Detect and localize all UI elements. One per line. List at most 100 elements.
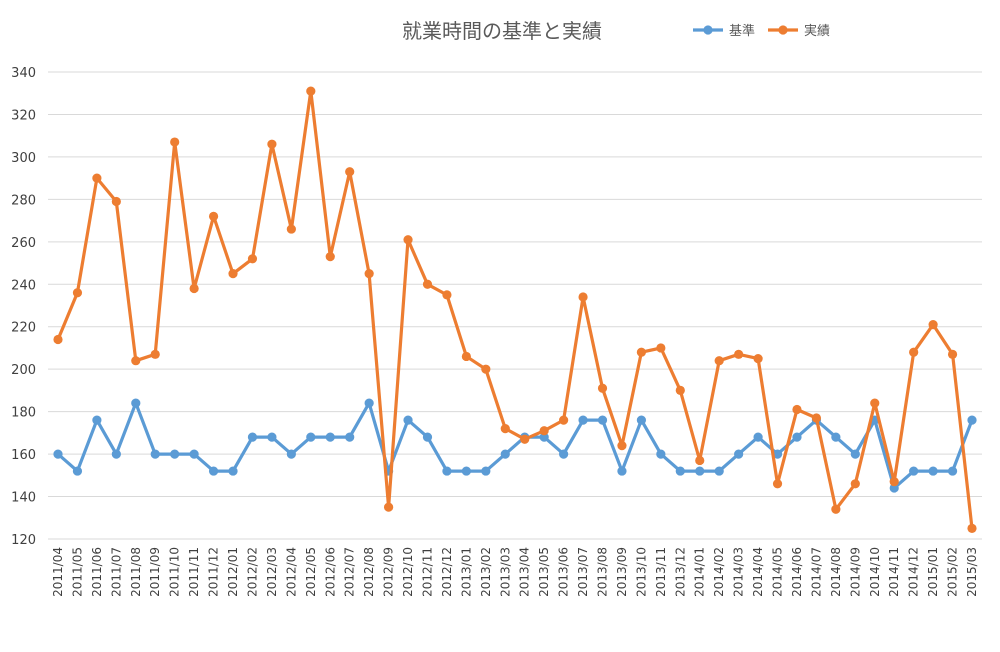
data-point xyxy=(617,441,627,451)
data-point xyxy=(461,351,471,362)
data-point xyxy=(792,404,802,415)
data-point xyxy=(228,269,238,279)
x-axis: 2011/04 2011/05 2011/06 2011/07 2011/08 2011/… xyxy=(51,547,979,597)
gridlines xyxy=(48,71,982,540)
x-tick-label: 2011/07 xyxy=(109,547,123,597)
data-point xyxy=(772,479,783,489)
data-point xyxy=(753,432,763,442)
data-point xyxy=(520,434,530,444)
x-tick-label: 2012/08 xyxy=(362,547,376,597)
data-point xyxy=(734,349,744,359)
data-point xyxy=(247,254,258,264)
x-tick-label: 2015/03 xyxy=(965,547,979,597)
x-tick-label: 2012/04 xyxy=(284,547,298,597)
x-tick-label: 2014/03 xyxy=(732,547,746,597)
x-tick-label: 2014/12 xyxy=(907,547,921,597)
y-axis: 120 140 160 180 200 220 240 260 280 300 320 340 xyxy=(11,66,36,548)
data-point xyxy=(870,398,880,408)
legend-item: 実績 xyxy=(768,23,830,39)
data-point xyxy=(72,466,83,476)
x-tick-label: 2011/12 xyxy=(207,547,221,597)
data-point xyxy=(597,383,608,393)
legend-marker xyxy=(778,25,788,35)
x-tick-label: 2014/01 xyxy=(693,547,707,597)
data-point xyxy=(500,424,510,434)
x-tick-label: 2011/05 xyxy=(70,547,84,597)
data-point xyxy=(422,432,433,442)
data-point xyxy=(636,347,647,357)
data-point xyxy=(306,86,316,96)
data-point xyxy=(947,349,958,359)
data-point xyxy=(53,449,63,459)
x-tick-label: 2013/03 xyxy=(498,547,512,597)
data-point xyxy=(559,415,569,425)
data-point xyxy=(170,137,180,147)
data-point xyxy=(559,449,569,459)
x-tick-label: 2013/11 xyxy=(654,547,668,597)
data-point xyxy=(578,415,588,425)
data-point xyxy=(364,269,374,279)
data-point xyxy=(170,449,180,459)
data-point xyxy=(831,504,841,514)
data-point xyxy=(967,523,977,533)
data-point xyxy=(617,466,627,476)
y-tick-label: 140 xyxy=(11,491,36,506)
data-point xyxy=(909,466,919,476)
data-point xyxy=(189,449,199,459)
data-point xyxy=(909,347,919,357)
y-tick-label: 120 xyxy=(11,533,36,548)
data-point xyxy=(772,449,783,459)
x-tick-label: 2012/11 xyxy=(420,547,434,597)
data-point xyxy=(345,167,355,177)
x-tick-label: 2011/10 xyxy=(168,547,182,597)
data-point xyxy=(403,415,413,425)
data-point xyxy=(208,211,219,221)
data-point xyxy=(422,279,433,289)
y-tick-label: 180 xyxy=(11,406,36,421)
legend-label: 実績 xyxy=(804,23,830,39)
data-point xyxy=(131,398,141,408)
data-point xyxy=(403,235,413,245)
x-tick-label: 2012/09 xyxy=(382,547,396,597)
x-tick-label: 2013/01 xyxy=(459,547,473,597)
data-point xyxy=(753,353,763,364)
data-point xyxy=(636,415,647,425)
data-point xyxy=(53,334,63,345)
data-point xyxy=(461,466,471,476)
data-point xyxy=(675,466,685,476)
data-point xyxy=(306,432,316,442)
x-tick-label: 2012/02 xyxy=(245,547,259,597)
x-tick-label: 2011/11 xyxy=(187,547,201,597)
data-point xyxy=(928,466,938,476)
x-tick-label: 2014/09 xyxy=(848,547,862,597)
data-point xyxy=(111,196,121,207)
y-tick-label: 240 xyxy=(11,278,36,293)
series-2 xyxy=(53,86,977,533)
x-tick-label: 2014/02 xyxy=(712,547,726,597)
data-point xyxy=(734,449,744,459)
x-tick-label: 2014/05 xyxy=(771,547,785,597)
data-point xyxy=(150,349,160,359)
x-tick-label: 2014/04 xyxy=(751,547,765,597)
x-tick-label: 2013/02 xyxy=(479,547,493,597)
data-point xyxy=(267,432,277,442)
x-tick-label: 2011/04 xyxy=(51,547,65,597)
data-point xyxy=(442,466,452,476)
series-1 xyxy=(53,398,977,493)
x-tick-label: 2013/05 xyxy=(537,547,551,597)
data-point xyxy=(286,449,296,459)
y-tick-label: 160 xyxy=(11,448,36,463)
y-tick-label: 220 xyxy=(11,321,36,336)
data-point xyxy=(656,449,666,459)
x-tick-label: 2013/04 xyxy=(518,547,532,597)
y-tick-label: 320 xyxy=(11,108,36,123)
x-tick-label: 2013/06 xyxy=(557,547,571,597)
data-point xyxy=(850,449,860,459)
x-tick-label: 2014/11 xyxy=(887,547,901,597)
x-tick-label: 2011/08 xyxy=(129,547,143,597)
x-tick-label: 2012/05 xyxy=(304,547,318,597)
data-point xyxy=(947,466,958,476)
data-point xyxy=(889,477,899,487)
data-point xyxy=(928,320,938,330)
